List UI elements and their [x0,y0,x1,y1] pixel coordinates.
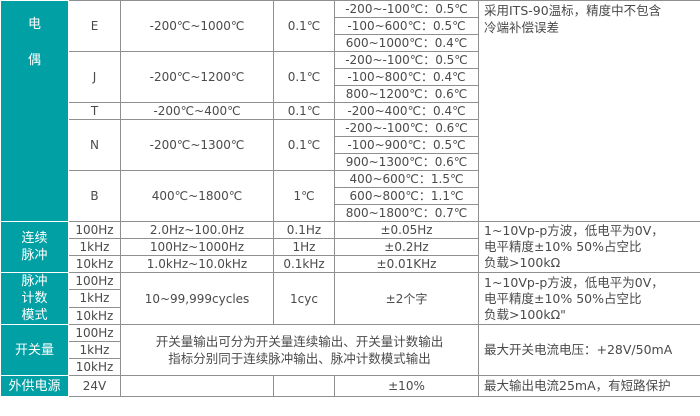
range-cell: 1.0kHz~10.0kHz [120,255,274,273]
type-cell: B [68,170,121,222]
table-row: 开关量 100Hz 开关量输出可分为开关量连续输出、开关量计数输出 指标分别同于连续… [0,324,700,376]
accuracy-cell: -100~800℃：0.4℃ [334,68,479,86]
accuracy-cell: ±0.2Hz [334,238,479,256]
type-cell: 100Hz [68,271,121,291]
accuracy-cell: -200~-100℃：0.6℃ [334,119,479,137]
accuracy-cell: 600~1000℃：0.4℃ [334,34,479,52]
type-cell: E [68,0,121,52]
accuracy-cell: ±0.05Hz [334,221,479,239]
resolution-cell: 0.1℃ [273,102,335,120]
range-cell: 400℃~1800℃ [120,170,274,222]
table-row: 800~1200℃：0.6℃ [1,85,700,103]
type-cell: 10kHz [68,255,121,273]
category-thermocouple: 电 偶 [0,0,69,222]
resolution-cell: 0.1℃ [273,0,335,52]
accuracy-cell: -200~-100℃：0.5℃ [334,51,479,69]
category-continuous-pulse: 连续 脉冲 [0,221,69,273]
table-row: 连续 脉冲 100Hz 2.0Hz~100.0Hz 0.1Hz ±0.05Hz 1~10V… [0,221,700,273]
type-cell: 1kHz [68,341,121,359]
table-row: 10kHz 1.0kHz~10.0kHz 0.1kHz ±0.01KHz [1,255,700,273]
accuracy-cell: -100~600℃：0.5℃ [334,17,479,35]
note-cell: 1~10Vp-p方波，低电平为0V， 电平精度±10% 50%占空比 负载>10… [478,221,700,273]
resolution-cell: 0.1kHz [273,255,335,273]
category-switch-output: 开关量 [0,324,69,376]
note-cell: 最大开关电流电压：+28V/50mA [478,324,700,376]
accuracy-cell: 900~1300℃：0.6℃ [334,153,479,171]
type-cell: N [68,119,121,171]
range-cell [120,375,274,397]
note-cell: 最大输出电流25mA，有短路保护 [478,375,700,397]
accuracy-cell: ±10% [334,375,479,397]
note-cell: 1~10Vp-p方波，低电平为0V， 电平精度±10% 50%占空比 负载>10… [478,272,700,325]
table-row: 600~800℃：1.1℃ [1,187,700,205]
type-cell: 100Hz [68,324,121,342]
type-cell: 1kHz [68,289,121,308]
accuracy-cell: 600~800℃：1.1℃ [334,187,479,205]
table-row: 脉冲 计数 模式 100Hz 10~99,999cycles 1cyc ±2个字 1~10… [0,271,700,325]
range-cell: -200℃~1000℃ [120,0,274,52]
resolution-cell: 0.1℃ [273,119,335,171]
table-row: 外供电源 24V ±10% 最大输出电流25mA，有短路保护 [0,375,700,397]
range-cell: 10~99,999cycles [120,272,274,325]
switch-description-cell: 开关量输出可分为开关量连续输出、开关量计数输出 指标分别同于连续脉冲输出、脉冲计… [120,324,479,376]
type-cell: J [68,51,121,103]
table-row: N -200℃~1300℃ 0.1℃ -200~-100℃：0.6℃ [1,119,700,171]
category-external-power: 外供电源 [0,375,69,397]
range-cell: -200℃~1200℃ [120,51,274,103]
table-row: J -200℃~1200℃ 0.1℃ -200~-100℃：0.5℃ [1,51,700,103]
resolution-cell: 0.1℃ [273,51,335,103]
category-pulse-count-mode: 脉冲 计数 模式 [0,272,69,325]
spec-table-body: 电 偶 E -200℃~1000℃ 0.1℃ -200~-100℃：0.5℃ 采用ITS-… [0,0,700,397]
accuracy-cell: -100~900℃：0.5℃ [334,136,479,154]
table-row: 电 偶 E -200℃~1000℃ 0.1℃ -200~-100℃：0.5℃ 采用ITS-… [0,0,700,222]
resolution-cell: 1cyc [273,272,335,325]
accuracy-cell: -200~-100℃：0.5℃ [334,0,479,18]
table-row: 800~1800℃：0.7℃ [1,204,700,222]
range-cell: -200℃~400℃ [120,102,274,120]
table-row: 10kHz [1,306,700,326]
range-cell: -200℃~1300℃ [120,119,274,171]
type-cell: 10kHz [68,306,121,326]
type-cell: 10kHz [68,358,121,376]
range-cell: 100Hz~1000Hz [120,238,274,256]
accuracy-cell: 400~600℃：1.5℃ [334,170,479,188]
note-cell: 采用ITS-90温标，精度中不包含 冷端补偿误差 [478,0,700,222]
type-cell: 1kHz [68,238,121,256]
table-row: 1kHz [1,289,700,308]
resolution-cell: 0.1Hz [273,221,335,239]
table-row: -100~800℃：0.4℃ [1,68,700,86]
range-cell: 2.0Hz~100.0Hz [120,221,274,239]
table-row: -100~900℃：0.5℃ [1,136,700,154]
accuracy-cell: ±0.01KHz [334,255,479,273]
resolution-cell: 1℃ [273,170,335,222]
table-row: B 400℃~1800℃ 1℃ 400~600℃：1.5℃ [1,170,700,222]
accuracy-cell: ±2个字 [334,272,479,325]
resolution-cell: 1Hz [273,238,335,256]
spec-table: 电 偶 E -200℃~1000℃ 0.1℃ -200~-100℃：0.5℃ 采用ITS-… [0,0,700,397]
resolution-cell [273,375,335,397]
table-row: T -200℃~400℃ 0.1℃ -200~400℃：0.4℃ [1,102,700,120]
table-row: 1kHz [1,341,700,359]
type-cell: 100Hz [68,221,121,239]
accuracy-cell: -200~400℃：0.4℃ [334,102,479,120]
type-cell: T [68,102,121,120]
accuracy-cell: 800~1200℃：0.6℃ [334,85,479,103]
accuracy-cell: 800~1800℃：0.7℃ [334,204,479,222]
type-cell: 24V [68,375,121,397]
